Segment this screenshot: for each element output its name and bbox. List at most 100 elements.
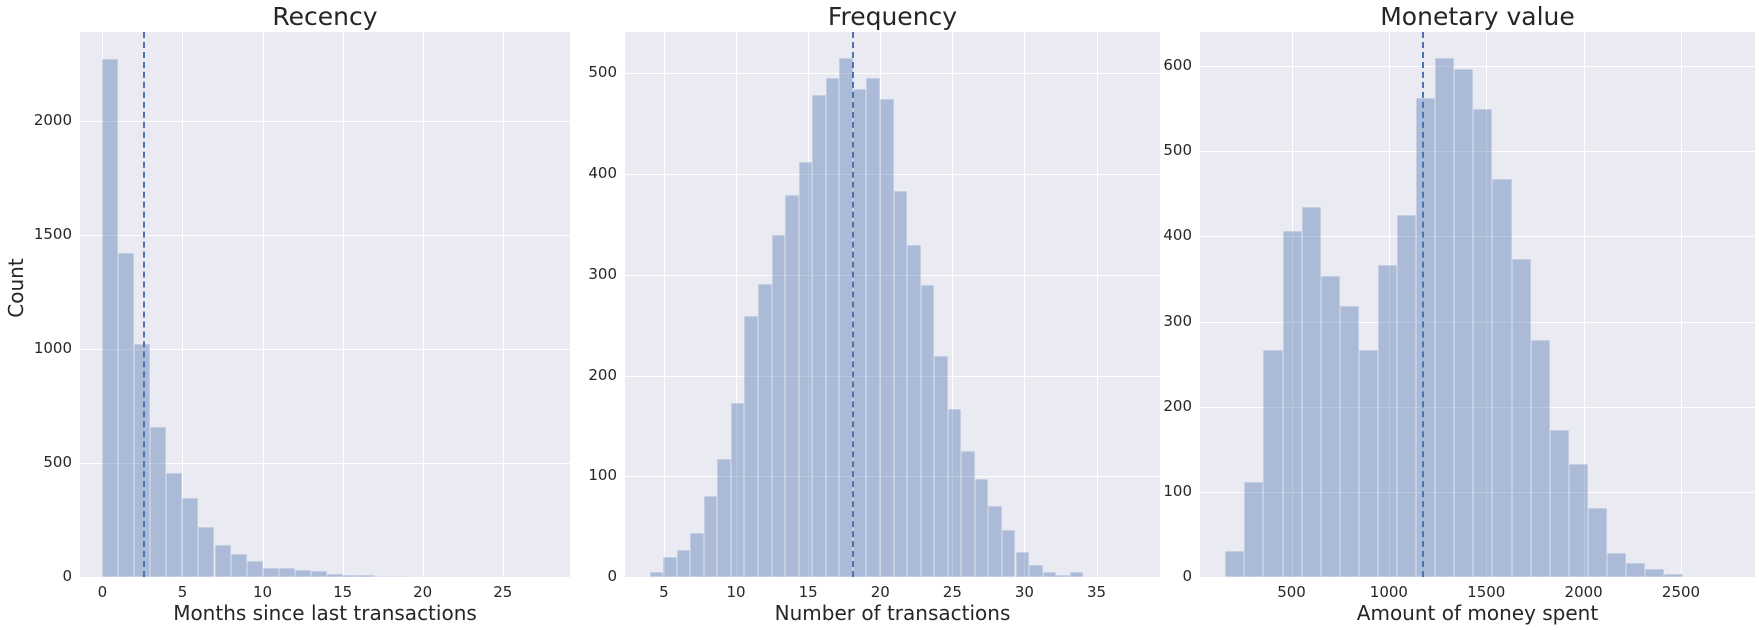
- gridline-horizontal: [625, 375, 1160, 377]
- histogram-bar: [852, 89, 867, 577]
- histogram-bar: [663, 556, 677, 577]
- histogram-bar: [1473, 108, 1493, 577]
- histogram-bar: [961, 451, 975, 577]
- histogram-bar: [1435, 58, 1455, 577]
- histogram-bar: [358, 575, 375, 577]
- gridline-vertical: [1291, 32, 1293, 577]
- gridline-horizontal: [625, 174, 1160, 176]
- x-tick-label: 25: [942, 583, 962, 601]
- gridline-vertical: [262, 32, 264, 577]
- histogram-bar: [134, 344, 151, 577]
- gridline-vertical: [102, 32, 104, 577]
- histogram-bar: [879, 98, 894, 577]
- x-tick-label: 500: [1277, 583, 1306, 601]
- histogram-bar: [947, 408, 962, 577]
- histogram-bar: [988, 506, 1002, 577]
- gridline-vertical: [1583, 32, 1585, 577]
- gridline-horizontal: [1200, 236, 1755, 238]
- histogram-bar: [893, 191, 908, 577]
- x-tick-label: 15: [333, 583, 353, 601]
- histogram-bar: [1607, 553, 1627, 577]
- gridline-vertical: [342, 32, 344, 577]
- gridline-horizontal: [80, 462, 570, 464]
- histogram-bar: [744, 316, 758, 577]
- y-tick-label: 400: [1163, 226, 1192, 245]
- histogram-bar: [1511, 258, 1531, 577]
- histogram-bar: [294, 570, 311, 577]
- histogram-bar: [118, 253, 135, 577]
- histogram-bar: [150, 426, 167, 577]
- histogram-bar: [166, 473, 183, 577]
- histogram-bar: [1377, 265, 1398, 577]
- histogram-bar: [690, 532, 704, 577]
- histogram-bar: [649, 571, 664, 577]
- histogram-bar: [1001, 529, 1016, 577]
- histogram-bar: [1645, 569, 1665, 577]
- x-tick-label: 2000: [1564, 583, 1603, 601]
- y-tick-label: 1000: [33, 338, 72, 357]
- gridline-horizontal: [1200, 406, 1755, 408]
- gridline-horizontal: [625, 73, 1160, 75]
- histogram-bar: [1301, 207, 1321, 577]
- x-tick-label: 5: [177, 583, 188, 601]
- x-tick-label: 1500: [1467, 583, 1506, 601]
- gridline-vertical: [736, 32, 738, 577]
- plot-area: [80, 32, 570, 577]
- gridline-vertical: [952, 32, 954, 577]
- x-tick-label: 10: [253, 583, 273, 601]
- histogram-bar: [326, 573, 343, 577]
- histogram-bar: [676, 549, 691, 577]
- histogram-bar: [717, 459, 731, 577]
- y-tick-label: 200: [588, 365, 617, 384]
- histogram-bar: [1587, 508, 1607, 577]
- histogram-bar: [374, 575, 391, 577]
- histogram-bar: [1244, 481, 1264, 577]
- histogram-bar: [214, 545, 231, 577]
- histogram-bar: [974, 479, 989, 577]
- histogram-bar: [730, 402, 745, 577]
- gridline-horizontal: [625, 476, 1160, 478]
- y-tick-label: 300: [1163, 311, 1192, 330]
- histogram-bar: [1397, 215, 1417, 577]
- x-tick-label: 15: [798, 583, 818, 601]
- gridline-vertical: [663, 32, 665, 577]
- gridline-horizontal: [80, 348, 570, 350]
- y-tick-label: 0: [1182, 567, 1192, 585]
- chart-title: Frequency: [827, 2, 958, 31]
- histogram-bar: [825, 78, 840, 577]
- histogram-bar: [390, 576, 407, 577]
- histogram-bar: [1358, 350, 1378, 577]
- y-tick-label: 0: [607, 567, 617, 585]
- mean-dashed-line: [1421, 32, 1424, 577]
- histogram-bar: [812, 95, 826, 577]
- histogram-bar: [1492, 179, 1512, 577]
- histogram-bar: [1568, 463, 1588, 577]
- gridline-vertical: [182, 32, 184, 577]
- gridline-horizontal: [1200, 321, 1755, 323]
- histogram-bar: [798, 161, 813, 577]
- histogram-bar: [1029, 564, 1043, 577]
- plot-area: [1200, 32, 1755, 577]
- histogram-bar: [246, 561, 263, 577]
- histogram-bar: [342, 574, 359, 577]
- histogram-bar: [1320, 275, 1340, 577]
- x-tick-label: 25: [493, 583, 513, 601]
- x-tick-label: 30: [1014, 583, 1034, 601]
- histogram-bar: [1416, 97, 1436, 577]
- histogram-bar: [1042, 571, 1057, 577]
- histogram-bar: [866, 78, 880, 577]
- plot-area: [625, 32, 1160, 577]
- mean-dashed-line: [851, 32, 854, 577]
- histogram-bar: [182, 498, 199, 577]
- x-tick-label: 10: [726, 583, 746, 601]
- histogram-bar: [1626, 562, 1646, 577]
- histogram-bar: [1069, 571, 1084, 577]
- histogram-bar: [703, 496, 718, 577]
- histogram-bar: [1282, 231, 1302, 577]
- histogram-bar: [907, 244, 921, 577]
- x-tick-label: 35: [1087, 583, 1107, 601]
- y-tick-label: 500: [1163, 141, 1192, 160]
